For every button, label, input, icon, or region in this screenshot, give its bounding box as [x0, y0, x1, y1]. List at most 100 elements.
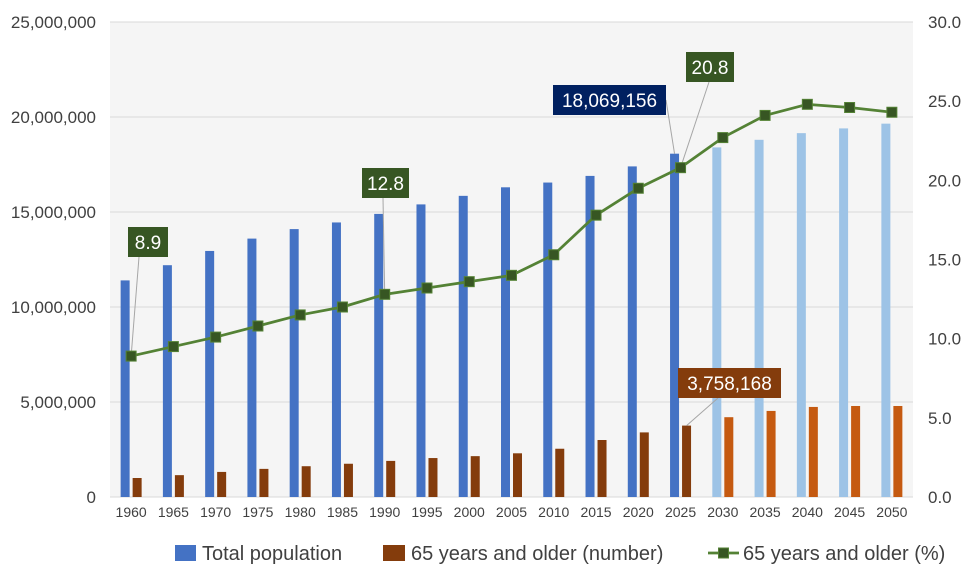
total-population-bar-2035: [754, 139, 764, 498]
65-years-and-older-percent-marker-2005: [506, 269, 517, 281]
x-axis-tick-label: 2030: [707, 504, 738, 520]
x-axis-tick-label: 1970: [200, 504, 231, 520]
x-axis-tick-label: 2045: [834, 504, 865, 520]
axis-labels-group: 0 5,000,000 10,000,000 15,000,000 20,000,000…: [11, 13, 961, 520]
65-years-and-older-percent-data-label-1990: 12.8: [362, 168, 409, 198]
65-years-and-older-number-bar-2000: [470, 456, 480, 497]
plot-area: [110, 22, 913, 497]
right-axis-tick-label: 30.0: [928, 13, 961, 32]
65-years-and-older-number-bar-2010: [555, 448, 565, 497]
65-years-and-older-percent-marker-1970: [210, 331, 222, 343]
data-label-leader-line: [382, 197, 386, 295]
65-years-and-older-number-bar-2045: [851, 405, 861, 497]
legend-marker-swatch: [718, 547, 729, 559]
bars-group: [120, 123, 903, 498]
65-years-and-older-percent-marker-1995: [421, 282, 433, 294]
left-axis-tick-label: 5,000,000: [20, 393, 96, 412]
65-years-and-older-percent-marker-2030: [717, 132, 729, 144]
x-axis-tick-label: 2050: [876, 504, 907, 520]
65-years-and-older-percent-data-label-1960: 8.9: [128, 227, 168, 257]
65-years-and-older-number-bar-2030: [724, 417, 734, 497]
total-population-bar-2040: [796, 133, 806, 497]
total-population-bar-2045: [839, 128, 849, 497]
total-population-data-label-2025: 18,069,156: [553, 85, 666, 115]
x-axis-tick-label: 1980: [285, 504, 316, 520]
total-population-bar-2025: [670, 153, 680, 497]
left-axis-tick-label: 0: [87, 488, 96, 507]
right-axis-tick-label: 10.0: [928, 330, 961, 349]
total-population-bar-2050: [881, 123, 891, 498]
total-population-bar-2030: [712, 147, 722, 497]
data-label-leader-line: [665, 99, 676, 154]
65-years-and-older-number-bar-1965: [174, 475, 184, 497]
total-population-bar-1985: [331, 222, 341, 497]
x-axis-tick-label: 2040: [792, 504, 823, 520]
65-years-and-older-number-bar-1995: [428, 458, 438, 497]
x-axis-tick-label: 2010: [538, 504, 569, 520]
65-years-and-older-number-bar-1980: [301, 466, 311, 497]
x-axis-tick-label: 2025: [665, 504, 696, 520]
right-axis-tick-label: 0.0: [928, 488, 952, 507]
data-label-box: [678, 368, 781, 398]
65-years-and-older-percent-marker-1990: [379, 288, 391, 300]
65-years-and-older-number-bar-2035: [766, 410, 776, 497]
legend-swatch-total-population: [175, 545, 196, 561]
total-population-bar-1995: [416, 204, 426, 497]
total-population-bar-1970: [205, 250, 215, 497]
65-years-and-older-percent-marker-2015: [590, 209, 602, 221]
65-years-and-older-percent-marker-1985: [336, 301, 348, 313]
data-label-box: [362, 168, 409, 198]
65-years-and-older-number-bar-2020: [639, 432, 649, 497]
left-axis-tick-label: 15,000,000: [11, 203, 96, 222]
65-years-and-older-percent-marker-2010: [548, 249, 560, 261]
data-label-leader-line: [130, 256, 140, 357]
legend-swatch-65-years-and-older-number: [383, 545, 405, 561]
x-axis-tick-label: 1965: [158, 504, 189, 520]
legend-label-total-population: Total population: [202, 543, 342, 565]
65-years-and-older-percent-data-label-2025: 20.8: [686, 52, 734, 82]
65-years-and-older-number-data-label-2025: 3,758,168: [678, 368, 781, 398]
65-years-and-older-number-bar-2005: [513, 453, 522, 497]
markers-group: [125, 98, 898, 362]
x-axis-tick-label: 1975: [242, 504, 273, 520]
x-axis-tick-label: 1995: [411, 504, 442, 520]
x-axis-tick-label: 2020: [623, 504, 654, 520]
data-label-text: 8.9: [135, 233, 161, 254]
x-axis-tick-label: 1985: [327, 504, 358, 520]
65-years-and-older-percent-marker-2040: [801, 98, 813, 110]
65-years-and-older-number-bar-1990: [386, 460, 396, 497]
65-years-and-older-percent-marker-1980: [294, 309, 306, 321]
data-label-box: [686, 52, 734, 82]
65-years-and-older-percent-marker-1960: [125, 350, 137, 362]
data-label-leader-line: [686, 397, 719, 426]
total-population-bar-2020: [627, 166, 637, 497]
x-axis-tick-label: 1960: [116, 504, 147, 520]
legend-label-65-years-and-older-number: 65 years and older (number): [411, 543, 663, 565]
x-axis-tick-label: 2000: [454, 504, 485, 520]
data-label-box: [553, 85, 666, 115]
65-years-and-older-number-bar-1975: [259, 468, 269, 497]
65-years-and-older-number-bar-2015: [597, 440, 607, 497]
total-population-bar-1965: [162, 265, 172, 497]
65-years-and-older-number-bar-2040: [808, 406, 818, 497]
total-population-bar-2010: [543, 182, 553, 498]
x-axis-tick-label: 2035: [750, 504, 781, 520]
data-labels-group: 18,069,156 3,758,168 8.9 12.8 20.8: [128, 52, 781, 398]
chart-marks: 18,069,156 3,758,168 8.9 12.8 20.8 0 5,000,000…: [11, 13, 961, 520]
legend-label-65-years-and-older-percent: 65 years and older (%): [743, 543, 945, 565]
legend-item-65-years-and-older-number: 65 years and older (number): [383, 543, 663, 565]
65-years-and-older-percent-marker-2045: [844, 102, 856, 113]
65-years-and-older-number-bar-1985: [343, 463, 353, 497]
data-label-text: 12.8: [367, 174, 404, 195]
right-axis-tick-label: 20.0: [928, 171, 961, 190]
leader-lines-group: [130, 81, 719, 426]
data-label-text: 3,758,168: [687, 374, 772, 395]
65-years-and-older-percent-marker-1975: [252, 320, 264, 332]
data-label-leader-line: [680, 81, 710, 168]
65-years-and-older-number-bar-1970: [217, 471, 227, 497]
65-years-and-older-percent-marker-2025: [675, 162, 687, 174]
right-axis-tick-label: 5.0: [928, 409, 952, 428]
gridlines-group: [110, 21, 913, 498]
legend: Total population 65 years and older (num…: [175, 543, 945, 565]
